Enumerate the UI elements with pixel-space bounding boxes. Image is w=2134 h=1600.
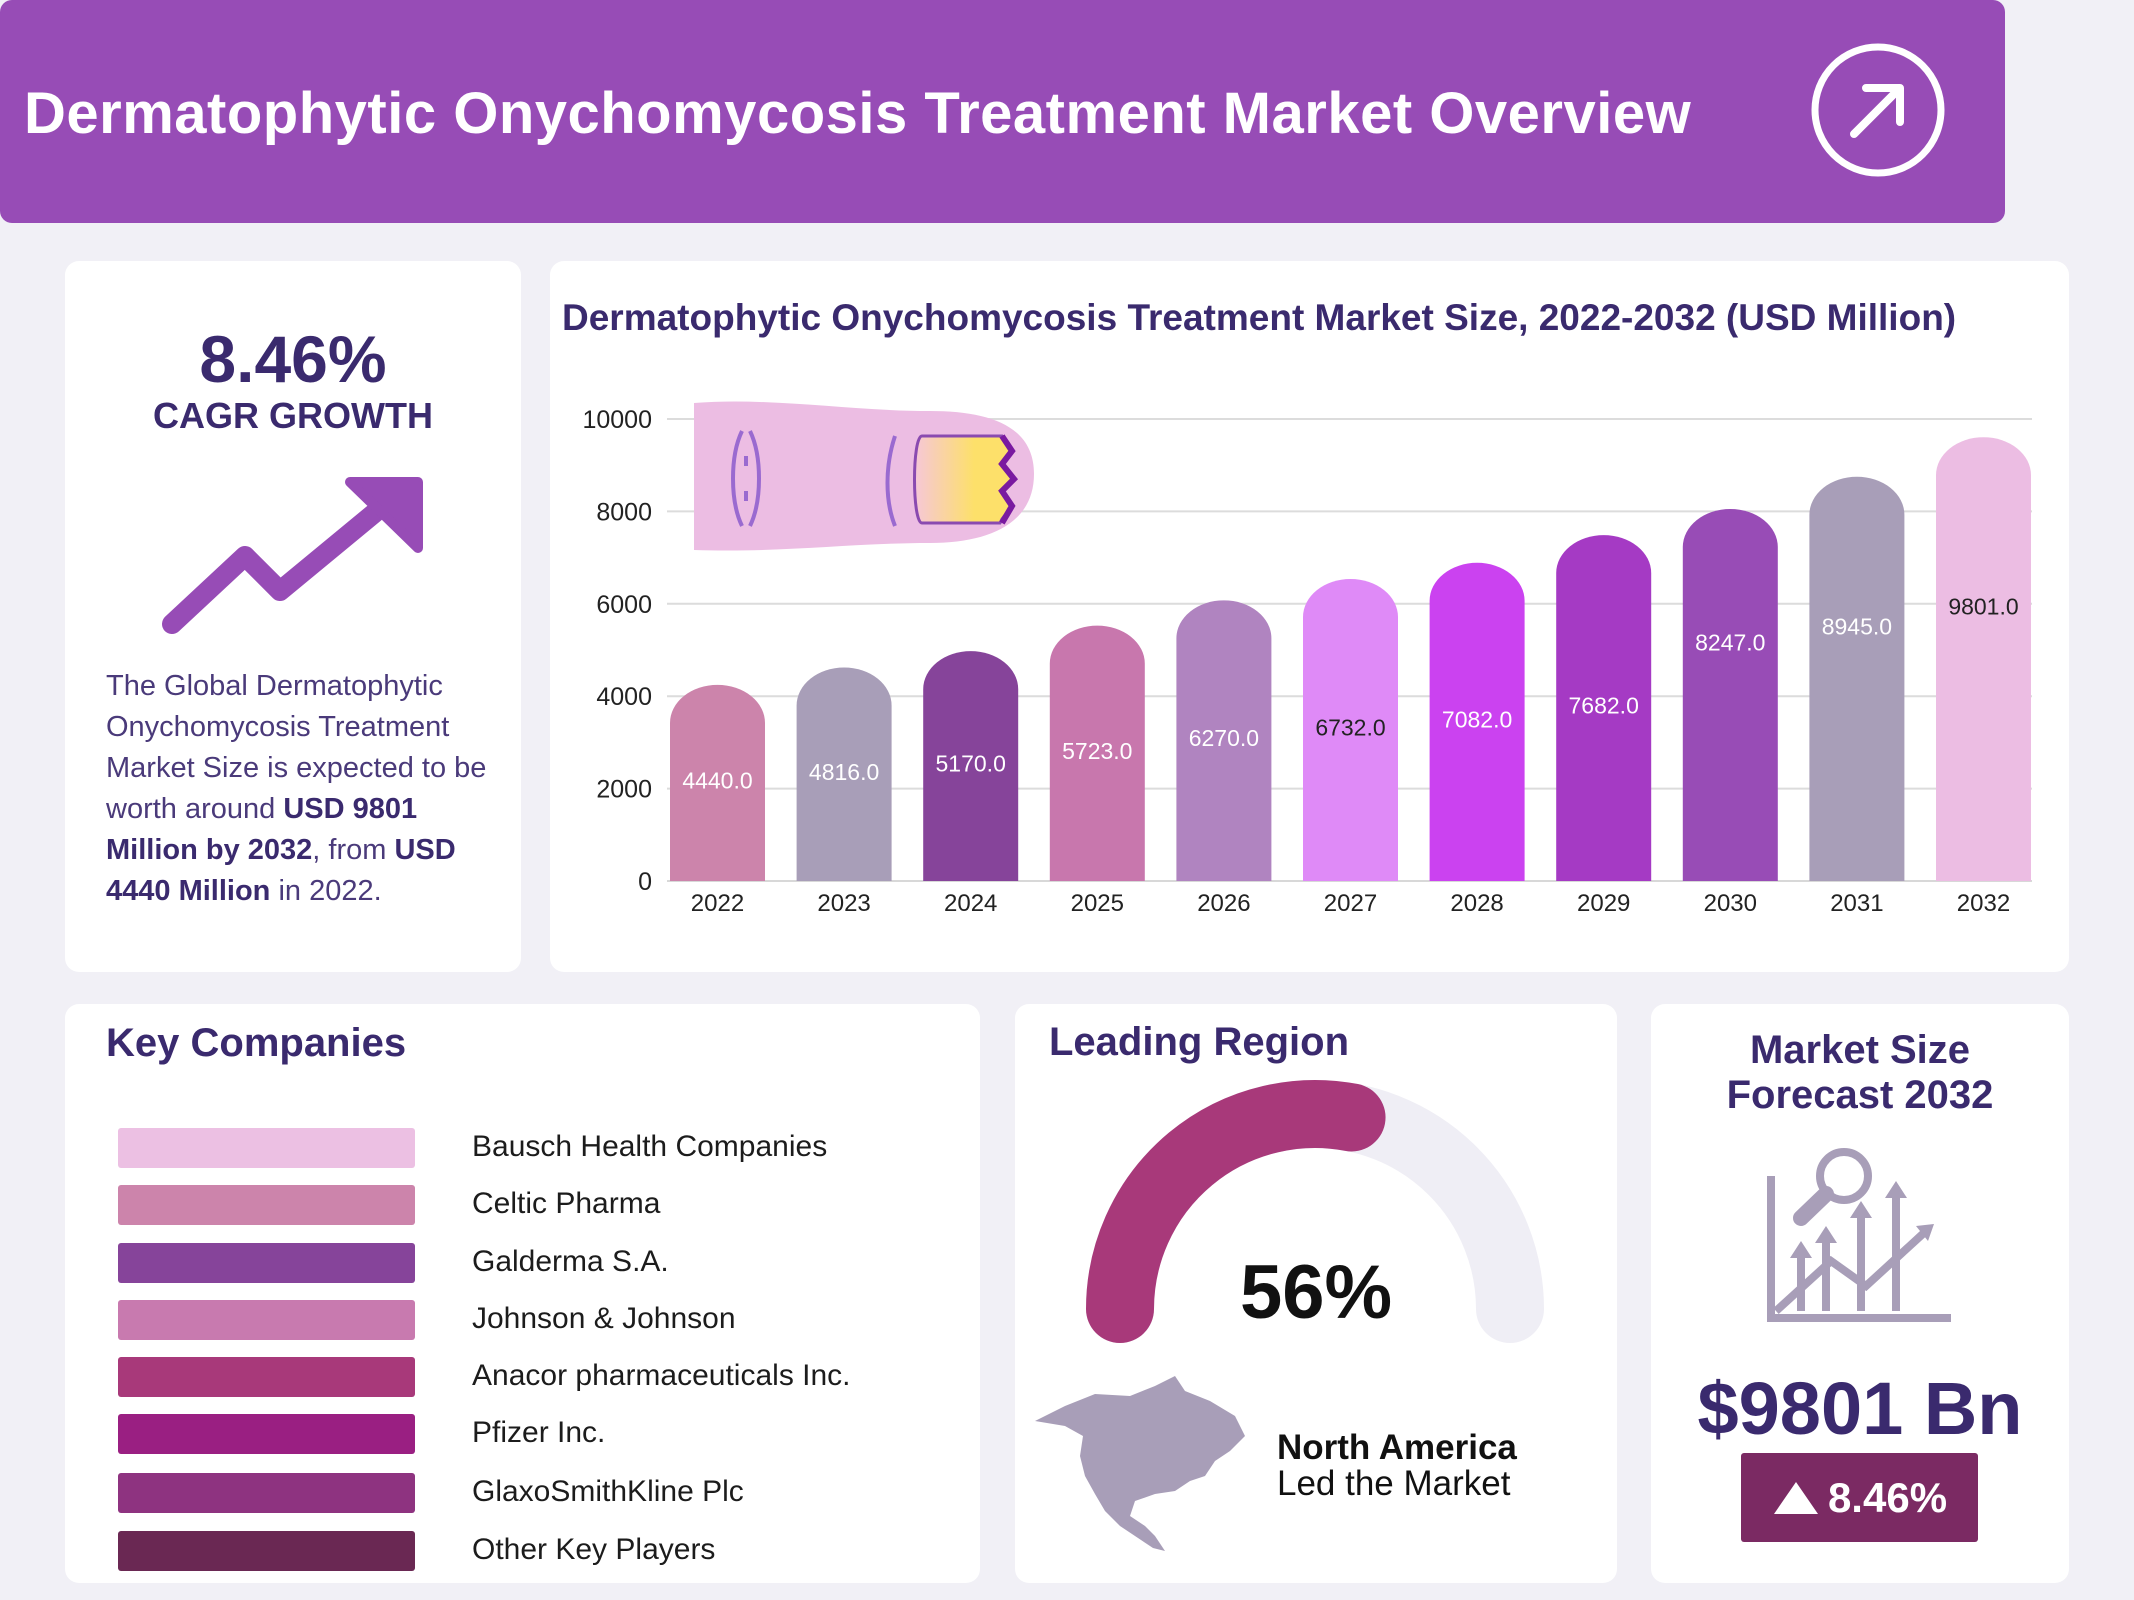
company-color-swatch — [118, 1185, 415, 1225]
region-share-gauge — [1086, 1080, 1544, 1343]
cagr-value: 8.46% — [199, 322, 387, 396]
bar-2023 — [796, 667, 892, 881]
company-row: Johnson & Johnson — [118, 1300, 736, 1340]
company-color-swatch — [118, 1128, 415, 1168]
leading-region-card: Leading Region 56% North America Led the… — [1015, 1004, 1617, 1583]
company-row: Galderma S.A. — [118, 1243, 718, 1283]
key-companies-card: Key Companies Bausch Health Companies Cel… — [65, 1004, 980, 1583]
leading-region-title: Leading Region — [1049, 1020, 1349, 1064]
bar-value-label: 8945.0 — [1822, 613, 1892, 639]
summary-text-part: in 2022. — [270, 875, 382, 907]
bar-value-label: 5723.0 — [1062, 738, 1132, 764]
bar-2031 — [1809, 476, 1905, 881]
x-tick-label: 2023 — [817, 890, 870, 917]
bar-2028 — [1429, 562, 1525, 881]
bar-value-label: 4440.0 — [682, 767, 752, 793]
company-row: Other Key Players — [118, 1531, 718, 1571]
bar-chart: 0 2000 4000 6000 8000 10000 4440.0 2022 4816.0 2… — [582, 401, 2032, 917]
company-name: Galderma S.A. — [472, 1245, 669, 1278]
company-color-swatch — [118, 1300, 415, 1340]
x-tick-label: 2027 — [1324, 890, 1377, 917]
x-tick-label: 2022 — [691, 890, 744, 917]
company-color-swatch — [118, 1357, 415, 1397]
y-tick-label: 4000 — [596, 683, 652, 711]
x-tick-label: 2026 — [1197, 890, 1250, 917]
forecast-title-line1: Market Size — [1749, 1028, 1971, 1072]
bar-value-label: 6270.0 — [1189, 725, 1259, 751]
summary-highlight-2032: USD 9801 Million by 2032 — [106, 793, 418, 866]
header-banner: Dermatophytic Onychomycosis Treatment Ma… — [0, 0, 2005, 223]
trend-up-arrow-icon — [162, 477, 423, 634]
summary-highlight-2022: USD 4440 Million — [106, 834, 456, 907]
forecast-value: $9801 Bn — [1697, 1367, 2023, 1450]
company-color-swatch — [118, 1243, 415, 1283]
region-share-value: 56% — [1239, 1250, 1393, 1335]
region-subtitle: Led the Market — [1277, 1464, 1511, 1503]
cagr-card: 8.46% CAGR GROWTH The Global Dermatophyt… — [65, 261, 521, 972]
x-tick-label: 2030 — [1704, 890, 1757, 917]
company-name: Bausch Health Companies — [472, 1130, 828, 1163]
company-color-swatch — [118, 1473, 415, 1513]
company-row: Pfizer Inc. — [118, 1414, 718, 1454]
market-analysis-chart-icon — [1767, 1148, 1951, 1322]
summary-text-part: , from — [312, 834, 395, 866]
bar-value-label: 8247.0 — [1695, 629, 1765, 655]
y-tick-label: 6000 — [596, 591, 652, 619]
north-america-map-icon — [1035, 1376, 1245, 1551]
y-tick-label: 2000 — [596, 776, 652, 804]
triangle-up-icon — [1773, 1481, 1818, 1514]
bar-value-label: 6732.0 — [1315, 714, 1385, 740]
growth-value: 8.46% — [1827, 1473, 1948, 1521]
company-name: Celtic Pharma — [472, 1187, 661, 1220]
summary-text: The Global Dermatophytic Onychomycosis T… — [106, 666, 506, 912]
x-tick-label: 2028 — [1450, 890, 1503, 917]
company-name: Johnson & Johnson — [472, 1302, 736, 1335]
summary-text-part: The Global Dermatophytic Onychomycosis T… — [106, 670, 487, 825]
bar-value-label: 7082.0 — [1442, 706, 1512, 732]
x-tick-label: 2029 — [1577, 890, 1630, 917]
arrow-up-right-circle-icon — [1811, 43, 1945, 177]
x-tick-label: 2031 — [1830, 890, 1883, 917]
page-title: Dermatophytic Onychomycosis Treatment Ma… — [24, 81, 1692, 146]
company-name: Other Key Players — [472, 1533, 716, 1566]
chart-card: Dermatophytic Onychomycosis Treatment Ma… — [550, 261, 2069, 972]
bar-2024 — [923, 651, 1019, 881]
forecast-title-line2: Forecast 2032 — [1726, 1073, 1994, 1117]
bar-2032 — [1936, 437, 2031, 881]
x-tick-label: 2032 — [1957, 890, 2010, 917]
company-name: Anacor pharmaceuticals Inc. — [472, 1359, 851, 1392]
bar-2029 — [1556, 535, 1652, 881]
infected-nail-illustration — [694, 401, 1034, 551]
x-tick-label: 2024 — [944, 890, 997, 917]
bar-2030 — [1682, 508, 1778, 881]
bar-value-label: 9801.0 — [1948, 594, 2018, 620]
bar-2027 — [1303, 578, 1398, 881]
bar-value-label: 5170.0 — [936, 751, 1006, 777]
region-name: North America — [1277, 1428, 1517, 1467]
company-row: Celtic Pharma — [118, 1185, 718, 1225]
cagr-label: CAGR GROWTH — [153, 395, 433, 436]
y-tick-label: 0 — [638, 868, 652, 896]
bar-2026 — [1176, 600, 1272, 881]
company-color-swatch — [118, 1414, 415, 1454]
company-row: GlaxoSmithKline Plc — [118, 1473, 744, 1513]
y-tick-label: 10000 — [582, 406, 652, 434]
y-tick-label: 8000 — [596, 498, 652, 526]
bar-value-label: 7682.0 — [1569, 693, 1639, 719]
company-row: Anacor pharmaceuticals Inc. — [118, 1357, 851, 1397]
bar-value-label: 4816.0 — [809, 759, 879, 785]
company-color-swatch — [118, 1531, 415, 1571]
x-tick-label: 2025 — [1071, 890, 1124, 917]
key-companies-title: Key Companies — [106, 1021, 407, 1065]
bar-2025 — [1049, 625, 1145, 881]
company-name: GlaxoSmithKline Plc — [472, 1475, 744, 1508]
company-row: Bausch Health Companies — [118, 1128, 827, 1168]
chart-title: Dermatophytic Onychomycosis Treatment Ma… — [562, 297, 1957, 338]
forecast-card: Market Size Forecast 2032 $9801 Bn 8.46% — [1651, 1004, 2069, 1583]
bar-2022 — [670, 684, 765, 881]
gauge-fill — [1086, 1080, 1386, 1343]
growth-badge: 8.46% — [1741, 1453, 1978, 1542]
company-name: Pfizer Inc. — [472, 1416, 606, 1449]
